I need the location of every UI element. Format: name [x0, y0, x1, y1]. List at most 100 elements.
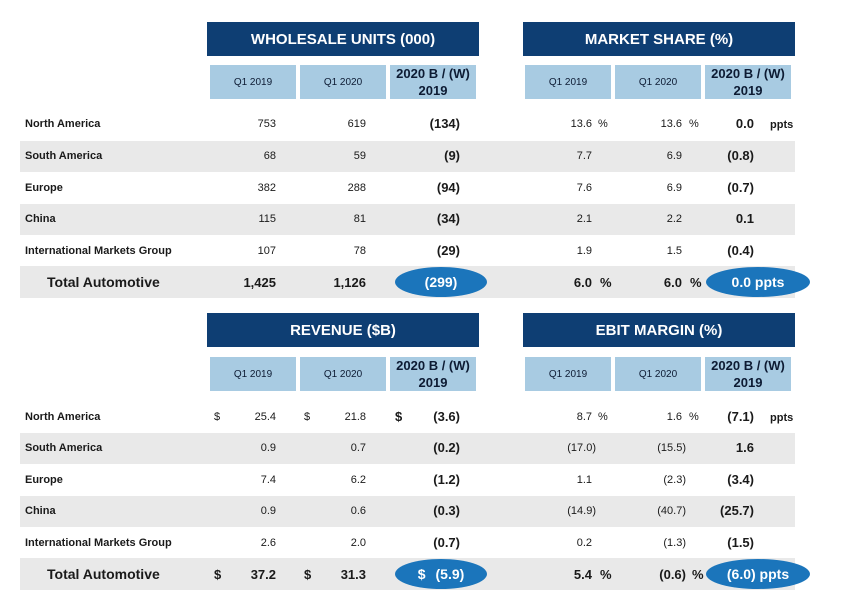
share-total-q1-2020: 6.0 [663, 275, 682, 290]
ebit-bw: (3.4) [727, 472, 754, 487]
revenue-total-q1-2019: 37.2 [250, 567, 276, 582]
units-bw: (134) [429, 116, 460, 131]
region-label: South America [25, 150, 103, 162]
units-q1-2020-header: Q1 2020 [300, 65, 386, 99]
row-stripe [20, 433, 795, 464]
units-q1-2020: 81 [353, 213, 366, 225]
share-q1-2019-header: Q1 2019 [525, 65, 611, 99]
share-q1-2019: 7.7 [576, 150, 592, 162]
units-q1-2019: 382 [257, 182, 276, 194]
ebit-q1-2020-header: Q1 2020 [615, 357, 701, 391]
share-q1-2019: 7.6 [576, 182, 592, 194]
revenue-q1-2020: 2.0 [350, 537, 366, 549]
ebit-bw: (7.1) [727, 409, 754, 424]
revenue-total-bw: (5.9) [435, 566, 465, 582]
region-label: China [25, 213, 56, 225]
units-q1-2019: 753 [257, 118, 276, 130]
revenue-q1-2019: 0.9 [260, 442, 276, 454]
share-q1-2019: 1.9 [576, 245, 592, 257]
dollar-sign: $ [417, 566, 426, 582]
units-q1-2019: 68 [263, 150, 276, 162]
row-stripe [20, 496, 795, 527]
dollar-sign: $ [304, 411, 311, 423]
region-label: Europe [25, 474, 63, 486]
share-bw-header: 2020 B / (W) 2019 [705, 65, 791, 99]
market-share-title: MARKET SHARE (%) [523, 22, 795, 56]
revenue-q1-2019: 0.9 [260, 505, 276, 517]
region-label: North America [25, 118, 101, 130]
units-q1-2019: 107 [257, 245, 276, 257]
region-label: International Markets Group [25, 537, 172, 549]
region-label: International Markets Group [25, 245, 172, 257]
units-bw: (94) [436, 180, 460, 195]
ebit-bw: 1.6 [735, 440, 754, 455]
dollar-sign: $ [395, 409, 403, 424]
revenue-total-q1-2020: 31.3 [340, 567, 366, 582]
share-q1-2019: 13.6 [570, 118, 592, 130]
share-q1-2020: 6.9 [666, 182, 682, 194]
units-total-q1-2019: 1,425 [243, 275, 276, 290]
revenue-q1-2020-header: Q1 2020 [300, 357, 386, 391]
region-label: China [25, 505, 56, 517]
units-total-bw-highlight: (299) [395, 267, 487, 297]
ebit-q1-2020: 1.6 [666, 411, 682, 423]
revenue-q1-2020: 0.7 [350, 442, 366, 454]
ebit-total-bw-highlight: (6.0) ppts [706, 559, 810, 589]
percent-sign: % [689, 411, 699, 423]
revenue-total-bw-highlight: $ (5.9) [395, 559, 487, 589]
ebit-q1-2019: (17.0) [567, 442, 596, 454]
ebit-q1-2019: 0.2 [576, 537, 592, 549]
share-q1-2020-header: Q1 2020 [615, 65, 701, 99]
ebit-bw: (1.5) [727, 535, 754, 550]
percent-sign: % [689, 118, 699, 130]
ebit-q1-2020: (1.3) [663, 537, 686, 549]
share-total-q1-2019: 6.0 [573, 275, 592, 290]
ebit-bw-header: 2020 B / (W) 2019 [705, 357, 791, 391]
units-bw: (29) [436, 243, 460, 258]
units-bw-header: 2020 B / (W) 2019 [390, 65, 476, 99]
row-stripe [20, 204, 795, 235]
units-q1-2020: 619 [347, 118, 366, 130]
ebit-q1-2020: (2.3) [663, 474, 686, 486]
total-label: Total Automotive [47, 566, 160, 582]
units-q1-2020: 288 [347, 182, 366, 194]
revenue-bw: (3.6) [433, 409, 460, 424]
share-bw: 0.0 [735, 116, 754, 131]
revenue-bw: (0.7) [433, 535, 460, 550]
ebit-q1-2019: 8.7 [576, 411, 592, 423]
dollar-sign: $ [214, 411, 221, 423]
percent-sign: % [600, 567, 612, 582]
share-total-bw-highlight: 0.0 ppts [706, 267, 810, 297]
ebit-total-q1-2019: 5.4 [573, 567, 592, 582]
ppts-unit: ppts [770, 412, 794, 424]
share-q1-2020: 6.9 [666, 150, 682, 162]
region-label: Europe [25, 182, 63, 194]
percent-sign: % [598, 411, 608, 423]
region-label: South America [25, 442, 103, 454]
share-bw: (0.8) [727, 148, 754, 163]
ebit-margin-title: EBIT MARGIN (%) [523, 313, 795, 347]
total-label: Total Automotive [47, 274, 160, 290]
revenue-bw-header: 2020 B / (W) 2019 [390, 357, 476, 391]
units-total-q1-2020: 1,126 [333, 275, 366, 290]
share-q1-2020: 1.5 [666, 245, 682, 257]
ebit-total-q1-2020: (0.6) [659, 567, 686, 582]
ebit-q1-2019: (14.9) [567, 505, 596, 517]
units-bw: (9) [444, 148, 460, 163]
revenue-bw: (1.2) [433, 472, 460, 487]
ebit-q1-2019-header: Q1 2019 [525, 357, 611, 391]
revenue-title: REVENUE ($B) [207, 313, 479, 347]
revenue-q1-2019: 7.4 [260, 474, 276, 486]
revenue-q1-2019: 25.4 [254, 411, 276, 423]
units-bw: (34) [436, 211, 460, 226]
revenue-q1-2019: 2.6 [260, 537, 276, 549]
share-bw: 0.1 [735, 211, 754, 226]
share-bw: (0.7) [727, 180, 754, 195]
units-q1-2019-header: Q1 2019 [210, 65, 296, 99]
ebit-q1-2019: 1.1 [576, 474, 592, 486]
revenue-q1-2019-header: Q1 2019 [210, 357, 296, 391]
percent-sign: % [600, 275, 612, 290]
row-stripe [20, 141, 795, 172]
share-q1-2019: 2.1 [576, 213, 592, 225]
units-q1-2019: 115 [258, 213, 276, 225]
